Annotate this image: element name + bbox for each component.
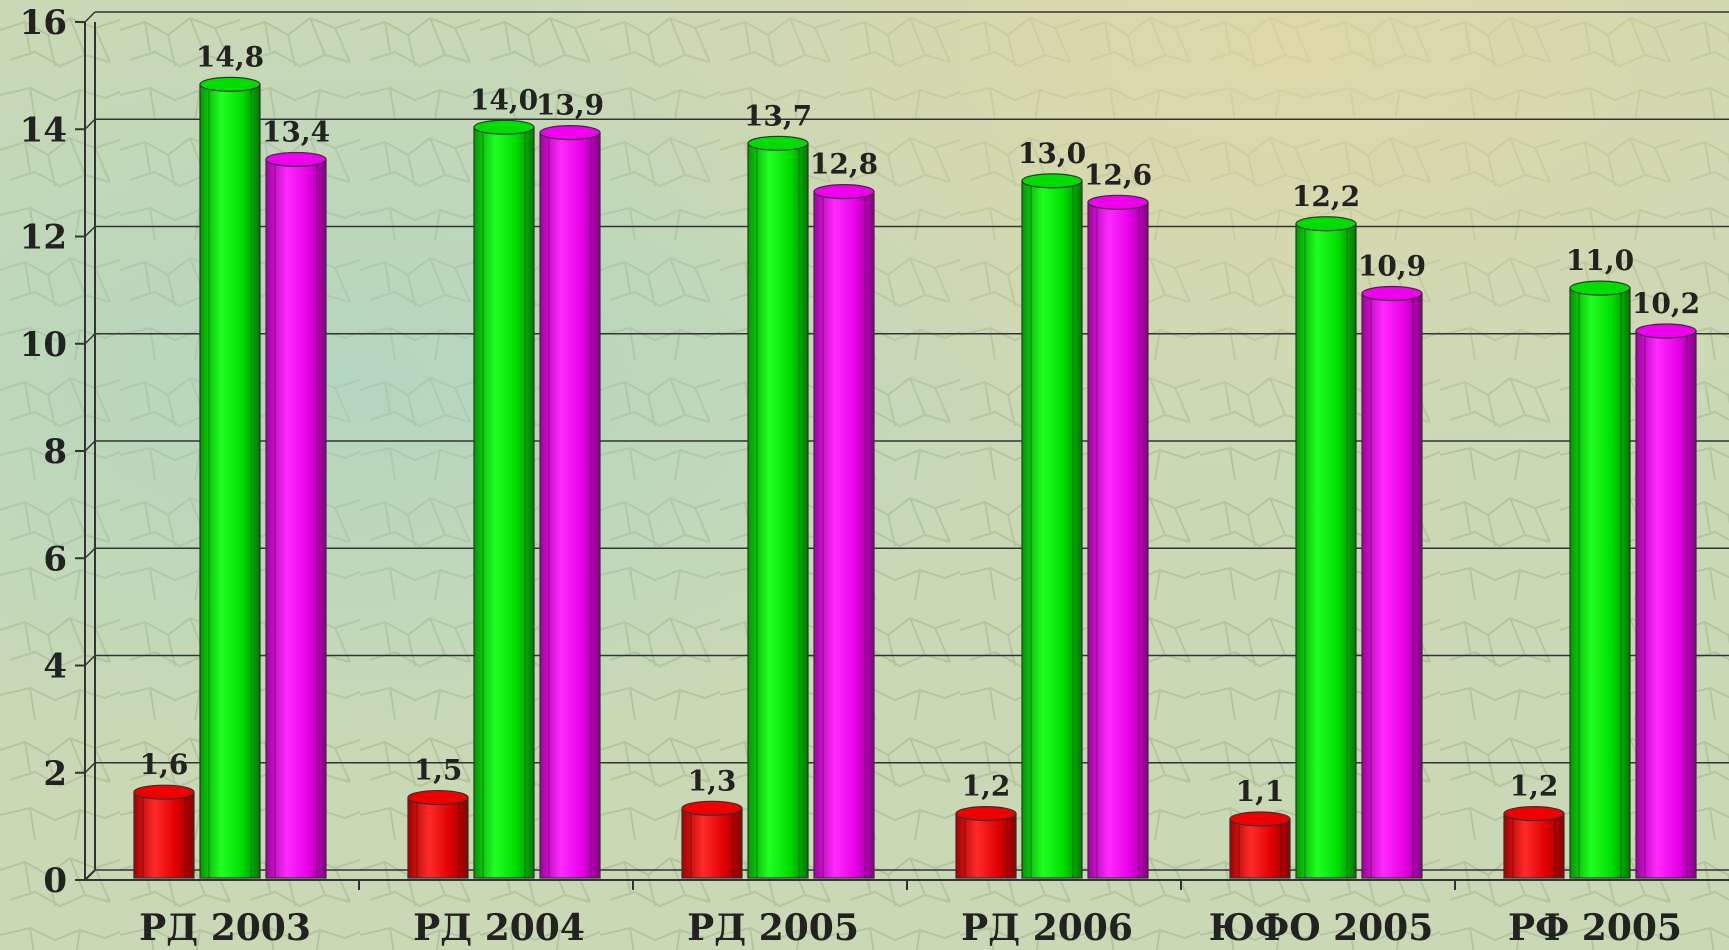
- data-label: 10,9: [1358, 249, 1426, 282]
- data-label: 12,6: [1084, 158, 1152, 191]
- gridline-diag: [84, 225, 96, 238]
- x-tick-label: ЮФО 2005: [1209, 907, 1434, 949]
- gridline-diag: [84, 440, 96, 452]
- bar: [539, 125, 601, 879]
- data-label: 1,2: [1510, 770, 1559, 803]
- y-tick-label: 14: [20, 110, 67, 150]
- y-tick-label: 8: [43, 432, 67, 472]
- data-label: 10,2: [1632, 287, 1700, 320]
- bar: [265, 151, 327, 879]
- data-label: 1,3: [688, 764, 737, 797]
- data-label: 1,1: [1236, 775, 1285, 808]
- gridline-diag: [84, 118, 96, 130]
- data-label: 14,8: [196, 40, 264, 73]
- bars: [133, 76, 1697, 879]
- bar: [813, 184, 875, 879]
- bar: [1087, 194, 1149, 879]
- gridline-diag: [84, 333, 96, 345]
- x-tick-label: РД 2003: [139, 907, 311, 949]
- y-tick-label: 0: [43, 861, 67, 901]
- bar: [199, 76, 261, 879]
- data-label: 11,0: [1566, 244, 1634, 277]
- data-label: 12,8: [810, 148, 878, 181]
- bar: [747, 135, 809, 879]
- bar: [133, 784, 195, 879]
- floor-edge: [84, 869, 96, 881]
- bar: [955, 806, 1017, 879]
- axes: 0 2 4 6 8 10 12 14 16 РД 2003 РД 2004 РД 2005 РД 200…: [20, 3, 1729, 949]
- bar: [1021, 173, 1083, 879]
- y-tick-label: 4: [43, 647, 67, 687]
- bar: [1503, 806, 1565, 879]
- y-tick-label: 12: [20, 218, 67, 258]
- gridlines: [84, 11, 1729, 774]
- gridline-diag: [84, 762, 96, 774]
- data-label: 12,2: [1292, 180, 1360, 213]
- data-label: 13,4: [262, 115, 330, 148]
- bar: [1229, 811, 1291, 879]
- data-label: 1,2: [962, 770, 1011, 803]
- bar: [473, 119, 535, 879]
- bar: [407, 789, 469, 879]
- data-label: 1,6: [140, 748, 189, 781]
- x-tick-label: РД 2005: [687, 907, 859, 949]
- data-label: 14,0: [470, 83, 538, 116]
- data-label: 13,0: [1018, 137, 1086, 170]
- data-labels: 1,6 14,8 13,4 1,5 14,013,9 1,3 13,7 12,8 1,2 13,0…: [140, 40, 1700, 808]
- x-tick-label: РФ 2005: [1508, 907, 1682, 949]
- y-tick-label: 6: [43, 539, 67, 579]
- y-tick-label: 16: [20, 3, 67, 43]
- gridline-diag: [84, 11, 96, 23]
- data-label: 1,5: [414, 754, 463, 787]
- y-tick-label: 2: [43, 754, 67, 794]
- x-tick-label: РД 2006: [961, 907, 1133, 949]
- bar: [681, 800, 743, 879]
- data-label: 13,9: [536, 89, 604, 122]
- bar: [1569, 280, 1631, 879]
- bar: [1295, 216, 1357, 879]
- gridline-diag: [84, 547, 96, 559]
- x-tick-label: РД 2004: [413, 907, 585, 949]
- bar: [1635, 323, 1697, 879]
- gridline-diag: [84, 654, 96, 667]
- y-tick-label: 10: [20, 325, 67, 365]
- data-label: 13,7: [744, 99, 812, 132]
- bar: [1361, 285, 1423, 879]
